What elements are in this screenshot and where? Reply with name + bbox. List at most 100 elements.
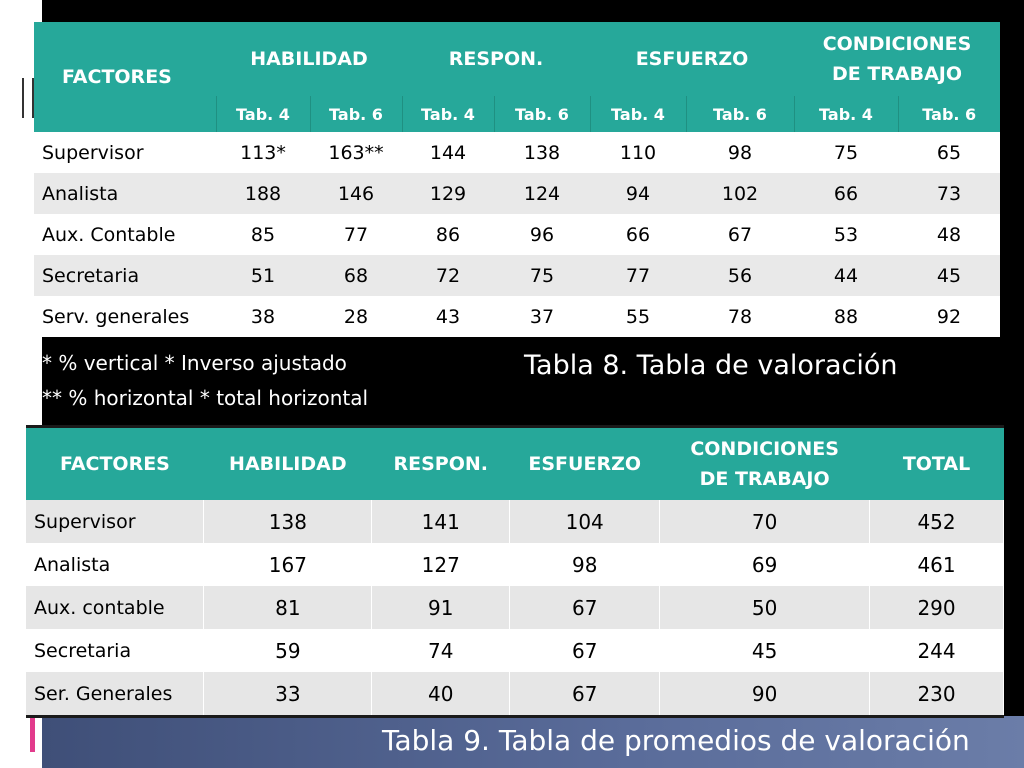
table-cell: 74	[371, 629, 511, 672]
table-cell: 290	[869, 586, 1004, 629]
table-row: Supervisor 138 141 104 70 452	[26, 500, 1004, 543]
table-cell: 86	[402, 214, 494, 255]
table-row: Supervisor 113* 163** 144 138 110 98 75 65	[34, 132, 1000, 173]
table-cell: 138	[203, 500, 373, 543]
header-condiciones-line2: DE TRABAJO	[831, 63, 963, 85]
header-habilidad: HABILIDAD	[216, 22, 402, 96]
table-cell: 53	[794, 214, 898, 255]
decorative-lines	[22, 78, 34, 118]
table-cell: 45	[898, 255, 1000, 296]
promedios-table: FACTORES HABILIDAD RESPON. ESFUERZO COND…	[26, 425, 1004, 718]
table-cell: 45	[659, 629, 871, 672]
row-label: Aux. contable	[26, 586, 205, 629]
table-cell: 98	[509, 543, 661, 586]
table-cell: 188	[216, 173, 310, 214]
header-condiciones: CONDICIONES DE TRABAJO	[659, 425, 870, 500]
table-cell: 127	[371, 543, 511, 586]
bottom-band	[42, 716, 1024, 768]
table-cell: 146	[310, 173, 402, 214]
table-cell: 38	[216, 296, 310, 337]
valoracion-table: FACTORES HABILIDAD RESPON. ESFUERZO COND…	[34, 22, 1000, 337]
table-cell: 51	[216, 255, 310, 296]
table-cell: 88	[794, 296, 898, 337]
header-factores: FACTORES	[34, 22, 216, 132]
header-condiciones-line1: CONDICIONES	[822, 33, 972, 55]
table-row: Ser. Generales 33 40 67 90 230	[26, 672, 1004, 718]
table-cell: 98	[686, 132, 794, 173]
subheader-cell: Tab. 6	[493, 96, 590, 132]
table-cell: 129	[402, 173, 494, 214]
header-condiciones-line1: CONDICIONES	[690, 438, 839, 460]
table-cell: 55	[590, 296, 686, 337]
row-label: Supervisor	[26, 500, 205, 543]
table-cell: 94	[590, 173, 686, 214]
table-cell: 244	[869, 629, 1004, 672]
row-label: Ser. Generales	[26, 672, 205, 718]
header-habilidad: HABILIDAD	[203, 425, 372, 500]
table-cell: 92	[898, 296, 1000, 337]
table-cell: 452	[869, 500, 1004, 543]
subheader-cell: Tab. 4	[589, 96, 686, 132]
row-label: Supervisor	[34, 132, 216, 173]
table-cell: 96	[494, 214, 590, 255]
table-cell: 77	[590, 255, 686, 296]
table-cell: 75	[494, 255, 590, 296]
table-cell: 102	[686, 173, 794, 214]
subheader-cell: Tab. 4	[215, 96, 310, 132]
table-cell: 73	[898, 173, 1000, 214]
table-cell: 167	[203, 543, 373, 586]
table-row: Aux. contable 81 91 67 50 290	[26, 586, 1004, 629]
table-cell: 124	[494, 173, 590, 214]
table-cell: 69	[659, 543, 871, 586]
table9-caption: Tabla 9. Tabla de promedios de valoració…	[382, 724, 970, 757]
table-cell: 66	[590, 214, 686, 255]
row-label: Secretaria	[26, 629, 205, 672]
table-row: Secretaria 59 74 67 45 244	[26, 629, 1004, 672]
table-cell: 65	[898, 132, 1000, 173]
table-row: Analista 167 127 98 69 461	[26, 543, 1004, 586]
table-cell: 78	[686, 296, 794, 337]
table-cell: 230	[869, 672, 1004, 718]
table-cell: 67	[509, 672, 661, 718]
header-condiciones-line2: DE TRABAJO	[699, 468, 830, 490]
table8-notes: * % vertical * Inverso ajustado ** % hor…	[42, 346, 368, 416]
subheader-cell: Tab. 4	[401, 96, 494, 132]
table-cell: 67	[509, 629, 661, 672]
subheader-cell: Tab. 4	[793, 96, 898, 132]
table-cell: 72	[402, 255, 494, 296]
table-cell: 68	[310, 255, 402, 296]
header-condiciones: CONDICIONES DE TRABAJO	[794, 22, 1000, 96]
table-cell: 90	[659, 672, 871, 718]
table-cell: 141	[371, 500, 511, 543]
table-cell: 43	[402, 296, 494, 337]
pink-accent-bar	[30, 716, 35, 752]
table-cell: 37	[494, 296, 590, 337]
row-label: Analista	[34, 173, 216, 214]
table-row: Analista 188 146 129 124 94 102 66 73	[34, 173, 1000, 214]
row-label: Secretaria	[34, 255, 216, 296]
table-cell: 66	[794, 173, 898, 214]
table-cell: 77	[310, 214, 402, 255]
table-cell: 110	[590, 132, 686, 173]
table-cell: 104	[509, 500, 661, 543]
table-cell: 461	[869, 543, 1004, 586]
header-respon: RESPON.	[371, 425, 510, 500]
table8-caption: Tabla 8. Tabla de valoración	[524, 350, 898, 381]
table-cell: 81	[203, 586, 373, 629]
row-label: Aux. Contable	[34, 214, 216, 255]
table-cell: 67	[509, 586, 661, 629]
table-cell: 48	[898, 214, 1000, 255]
header-esfuerzo: ESFUERZO	[509, 425, 660, 500]
header-respon: RESPON.	[402, 22, 590, 96]
table-cell: 33	[203, 672, 373, 718]
table-cell: 113*	[216, 132, 310, 173]
table-cell: 70	[659, 500, 871, 543]
table-cell: 50	[659, 586, 871, 629]
table-cell: 67	[686, 214, 794, 255]
subheader-cell: Tab. 6	[309, 96, 402, 132]
note-line-1: * % vertical * Inverso ajustado	[42, 351, 347, 375]
table-row: Secretaria 51 68 72 75 77 56 44 45	[34, 255, 1000, 296]
note-line-2: ** % horizontal * total horizontal	[42, 386, 369, 410]
table-cell: 144	[402, 132, 494, 173]
table-cell: 91	[371, 586, 511, 629]
